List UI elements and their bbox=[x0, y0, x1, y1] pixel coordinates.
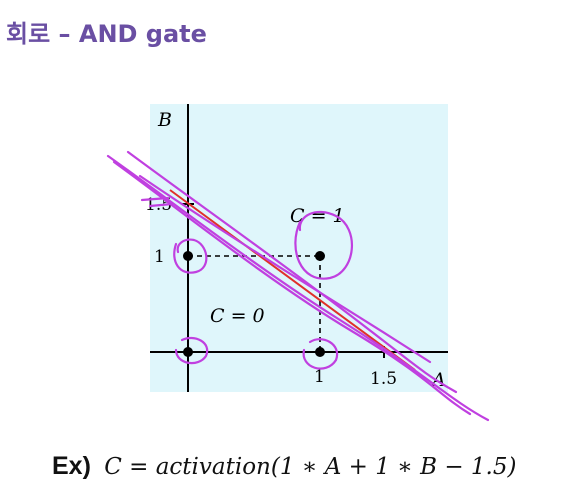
formula-line: Ex) C = activation(1 ∗ A + 1 ∗ B − 1.5) bbox=[52, 452, 516, 481]
point-0-0 bbox=[183, 347, 193, 357]
point-0-1 bbox=[183, 251, 193, 261]
formula-prefix: Ex) bbox=[52, 452, 91, 480]
plot-background bbox=[150, 104, 448, 392]
formula-expression: C = activation(1 ∗ A + 1 ∗ B − 1.5) bbox=[104, 454, 517, 480]
region-label-c0: C = 0 bbox=[210, 305, 265, 327]
tick-label-y-1: 1 bbox=[154, 247, 165, 267]
annotation-tick-scribble bbox=[140, 196, 174, 208]
annotation-circle-1-0 bbox=[302, 338, 339, 370]
region-label-c1: C = 1 bbox=[290, 205, 345, 227]
handwritten-annotations bbox=[106, 150, 490, 422]
tick-label-x-15: 1.5 bbox=[370, 369, 397, 389]
tick-label-x-1: 1 bbox=[314, 367, 325, 387]
point-1-0 bbox=[315, 347, 325, 357]
annotation-circle-0-1 bbox=[173, 238, 208, 274]
annotation-circle-1-1 bbox=[294, 210, 353, 280]
decision-line bbox=[169, 189, 416, 371]
annotation-stroke-4 bbox=[138, 174, 432, 364]
slide-title: 회로 – AND gate bbox=[6, 20, 207, 48]
annotation-circle-0-0 bbox=[174, 336, 209, 365]
point-1-1 bbox=[315, 251, 325, 261]
axis-label-b: B bbox=[157, 109, 172, 131]
